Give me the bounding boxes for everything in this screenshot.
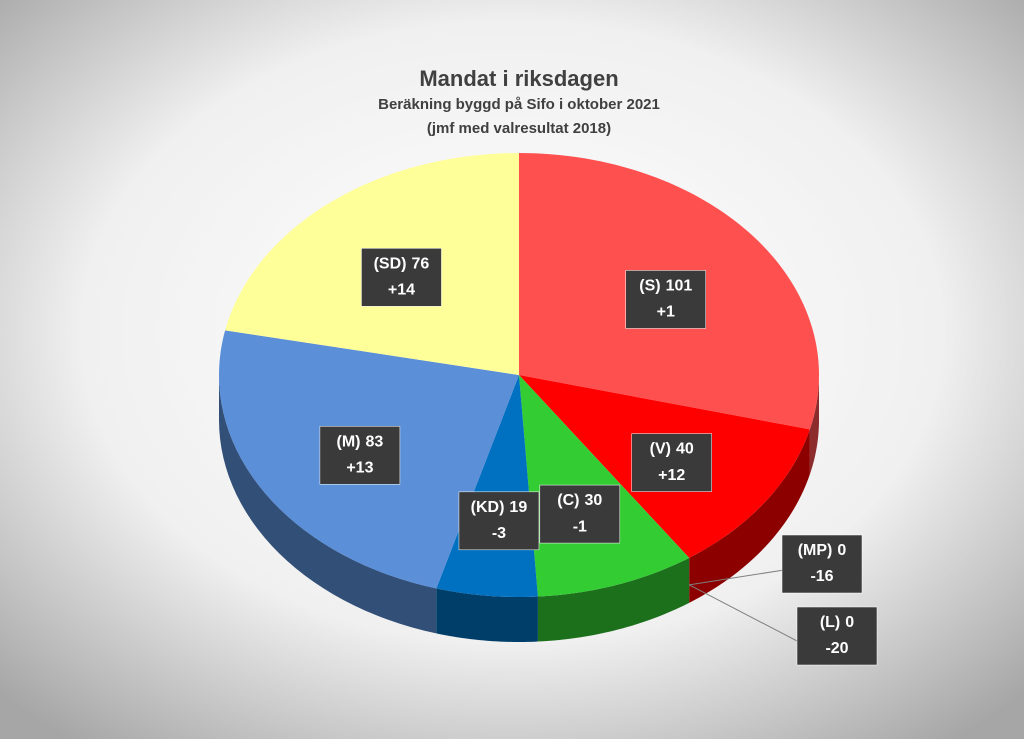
data-label: (C) 30 <box>557 492 602 509</box>
change-label: -20 <box>825 640 848 657</box>
data-label: (MP) 0 <box>798 542 847 559</box>
data-label: (M) 83 <box>337 434 384 451</box>
data-label: (L) 0 <box>820 614 854 631</box>
change-label: +1 <box>657 304 675 321</box>
category-label: (S) <box>639 278 660 295</box>
label-box <box>625 270 707 329</box>
pie-side <box>809 375 819 475</box>
data-label: (S) 101 <box>639 278 692 295</box>
change-label: +12 <box>658 467 685 484</box>
data-label: (KD) 19 <box>471 499 528 516</box>
label-box <box>319 426 401 485</box>
value-label: 0 <box>837 542 846 559</box>
category-label: (C) <box>557 492 579 509</box>
value-label: 101 <box>666 278 693 295</box>
data-label: (V) 40 <box>650 441 694 458</box>
pie-side <box>537 557 690 642</box>
leader-line <box>689 569 785 586</box>
change-label: +14 <box>388 282 415 299</box>
data-label: (SD) 76 <box>374 256 430 273</box>
pie-side <box>689 429 810 603</box>
pie-side <box>219 375 437 634</box>
value-label: 76 <box>411 256 429 273</box>
change-label: -3 <box>492 525 506 542</box>
chart-subtitle: (jmf med valresultat 2018) <box>427 120 611 137</box>
change-label: -1 <box>573 518 587 535</box>
label-box <box>796 606 878 666</box>
chart-subtitle: Beräkning byggd på Sifo i oktober 2021 <box>378 96 660 113</box>
value-label: 19 <box>509 499 527 516</box>
change-label: -16 <box>810 568 833 585</box>
label-box <box>781 534 863 594</box>
value-label: 83 <box>366 434 384 451</box>
label-box <box>631 433 712 492</box>
value-label: 0 <box>845 614 854 631</box>
pie-side <box>436 588 538 642</box>
category-label: (L) <box>820 614 840 631</box>
value-label: 40 <box>676 441 694 458</box>
chart-title: Mandat i riksdagen <box>419 66 618 91</box>
category-label: (V) <box>650 441 671 458</box>
category-label: (SD) <box>374 256 407 273</box>
label-box <box>539 484 621 544</box>
change-label: +13 <box>346 460 373 477</box>
value-label: 30 <box>585 492 603 509</box>
leader-line <box>688 584 800 643</box>
category-label: (MP) <box>798 542 833 559</box>
category-label: (KD) <box>471 499 505 516</box>
label-box <box>458 491 540 551</box>
category-label: (M) <box>337 434 361 451</box>
label-box <box>361 248 442 307</box>
